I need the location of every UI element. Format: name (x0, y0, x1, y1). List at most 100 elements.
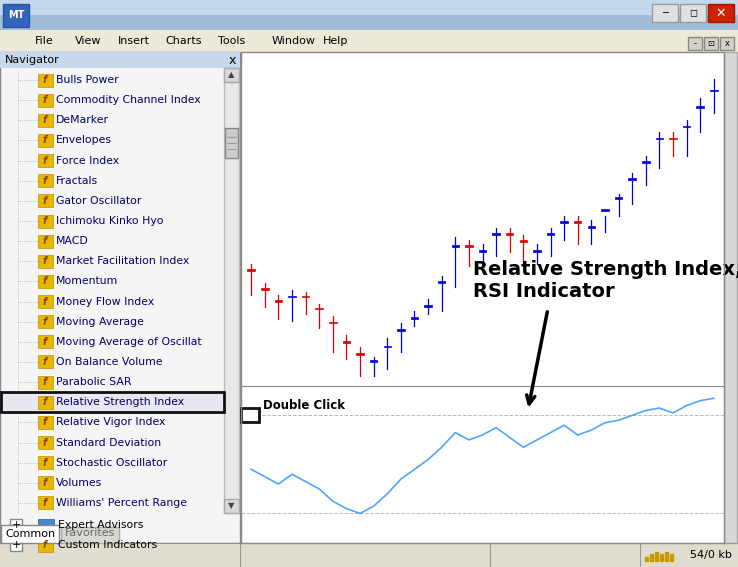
Text: Moving Average of Oscillat: Moving Average of Oscillat (56, 337, 201, 347)
Text: +: + (11, 520, 21, 530)
Text: f: f (43, 277, 47, 286)
FancyBboxPatch shape (224, 499, 239, 513)
Text: Window: Window (272, 36, 316, 46)
FancyBboxPatch shape (38, 235, 52, 248)
Text: f: f (43, 196, 47, 206)
Text: Money Flow Index: Money Flow Index (56, 297, 154, 307)
Text: Fractals: Fractals (56, 176, 98, 186)
FancyBboxPatch shape (0, 52, 738, 543)
FancyBboxPatch shape (669, 138, 677, 139)
Text: f: f (43, 256, 47, 266)
Text: f: f (43, 458, 47, 468)
Text: f: f (43, 216, 47, 226)
FancyBboxPatch shape (479, 250, 486, 252)
Text: 54/0 kb: 54/0 kb (690, 550, 732, 560)
FancyBboxPatch shape (438, 281, 446, 283)
Text: Ichimoku Kinko Hyo: Ichimoku Kinko Hyo (56, 216, 164, 226)
FancyBboxPatch shape (38, 114, 52, 127)
Text: Favorites: Favorites (65, 528, 115, 538)
FancyBboxPatch shape (655, 138, 663, 139)
Text: DeMarker: DeMarker (56, 115, 109, 125)
Text: -: - (694, 39, 697, 48)
Text: f: f (43, 176, 47, 186)
Text: f: f (43, 357, 47, 367)
Text: Relative Strength Index: Relative Strength Index (56, 397, 184, 407)
FancyBboxPatch shape (261, 289, 269, 290)
Text: Common: Common (5, 529, 55, 539)
FancyBboxPatch shape (683, 125, 690, 127)
FancyBboxPatch shape (38, 335, 52, 348)
Text: Williams' Percent Range: Williams' Percent Range (56, 498, 187, 508)
Text: +: + (11, 540, 21, 550)
FancyBboxPatch shape (0, 0, 738, 15)
Bar (645, 557, 648, 561)
FancyBboxPatch shape (225, 128, 238, 158)
FancyBboxPatch shape (384, 346, 391, 348)
FancyBboxPatch shape (704, 37, 718, 50)
Text: Double Click: Double Click (263, 399, 345, 412)
FancyBboxPatch shape (38, 436, 52, 449)
FancyBboxPatch shape (370, 360, 377, 362)
FancyBboxPatch shape (38, 375, 52, 388)
Text: x: x (725, 39, 729, 48)
Text: MACD: MACD (56, 236, 89, 246)
FancyBboxPatch shape (38, 456, 52, 469)
FancyBboxPatch shape (38, 275, 52, 288)
FancyBboxPatch shape (424, 305, 432, 307)
Text: Charts: Charts (165, 36, 201, 46)
FancyBboxPatch shape (397, 329, 404, 331)
FancyBboxPatch shape (3, 4, 29, 27)
Text: f: f (43, 297, 47, 307)
FancyBboxPatch shape (0, 543, 738, 567)
FancyBboxPatch shape (506, 233, 514, 235)
FancyBboxPatch shape (10, 539, 22, 551)
Text: f: f (43, 337, 47, 347)
FancyBboxPatch shape (38, 134, 52, 147)
FancyBboxPatch shape (720, 37, 734, 50)
Text: ▲: ▲ (228, 70, 235, 79)
Text: ◻: ◻ (689, 8, 697, 18)
Text: f: f (43, 236, 47, 246)
Text: Help: Help (323, 36, 348, 46)
Text: ✕: ✕ (716, 6, 726, 19)
FancyBboxPatch shape (38, 356, 52, 369)
FancyBboxPatch shape (224, 68, 239, 513)
Text: MT: MT (8, 10, 24, 20)
Text: Custom Indicators: Custom Indicators (58, 540, 157, 550)
FancyBboxPatch shape (520, 240, 527, 242)
FancyBboxPatch shape (224, 68, 239, 82)
FancyBboxPatch shape (38, 497, 52, 509)
FancyBboxPatch shape (642, 162, 649, 163)
Text: Expert Advisors: Expert Advisors (58, 520, 143, 530)
Text: f: f (43, 115, 47, 125)
Bar (650, 554, 653, 561)
FancyBboxPatch shape (533, 250, 541, 252)
FancyBboxPatch shape (38, 74, 52, 87)
FancyBboxPatch shape (688, 37, 702, 50)
Text: ⊡: ⊡ (708, 39, 714, 48)
Text: Insert: Insert (118, 36, 150, 46)
FancyBboxPatch shape (241, 386, 724, 543)
Text: View: View (75, 36, 102, 46)
FancyBboxPatch shape (587, 226, 595, 227)
FancyBboxPatch shape (1, 525, 59, 543)
Text: File: File (35, 36, 54, 46)
Text: Stochastic Oscillator: Stochastic Oscillator (56, 458, 168, 468)
Text: f: f (43, 438, 47, 447)
Text: Market Facilitation Index: Market Facilitation Index (56, 256, 189, 266)
FancyBboxPatch shape (452, 246, 459, 247)
Text: On Balance Volume: On Balance Volume (56, 357, 162, 367)
Text: ▼: ▼ (228, 501, 235, 510)
Text: ─: ─ (662, 8, 668, 18)
Text: f: f (43, 155, 47, 166)
Text: Relative Vigor Index: Relative Vigor Index (56, 417, 165, 428)
FancyBboxPatch shape (38, 154, 52, 167)
Bar (670, 554, 673, 561)
Text: f: f (43, 136, 47, 146)
FancyBboxPatch shape (680, 4, 706, 22)
FancyBboxPatch shape (38, 295, 52, 308)
FancyBboxPatch shape (315, 307, 323, 309)
Text: f: f (43, 417, 47, 428)
FancyBboxPatch shape (61, 527, 119, 543)
FancyBboxPatch shape (38, 194, 52, 208)
